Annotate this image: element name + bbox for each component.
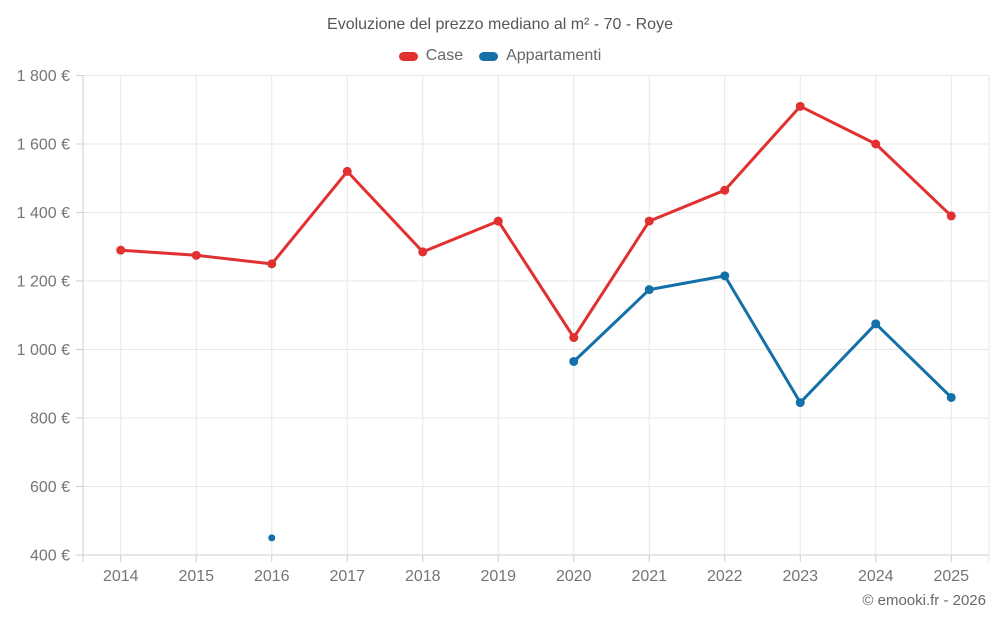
y-axis-label: 1 000 € [17, 342, 70, 359]
x-axis-label: 2018 [405, 568, 441, 585]
data-point-case-2023[interactable] [795, 101, 805, 111]
data-point-case-2016[interactable] [267, 259, 277, 269]
y-axis-label: 800 € [30, 411, 70, 428]
legend-swatch-appartamenti [479, 51, 499, 61]
data-point-appartamenti-2023[interactable] [795, 398, 805, 408]
data-point-appartamenti-2020[interactable] [569, 356, 579, 366]
series-line-case [119, 104, 953, 339]
legend-label-appartamenti: Appartamenti [506, 47, 602, 64]
x-axis-label: 2016 [254, 568, 290, 585]
x-axis-label: 2021 [631, 568, 667, 585]
legend-label-case: Case [425, 47, 464, 64]
chart-title: Evoluzione del prezzo mediano al m² - 70… [327, 16, 673, 33]
data-point-case-2019[interactable] [493, 216, 503, 226]
data-point-case-2015[interactable] [191, 250, 201, 260]
y-axis-label: 1 800 € [17, 68, 70, 85]
data-point-case-2024[interactable] [871, 139, 881, 149]
data-point-appartamenti-2022[interactable] [720, 271, 730, 281]
y-axis-label: 1 200 € [17, 274, 70, 291]
x-axis-label: 2019 [480, 568, 516, 585]
legend-item-appartamenti[interactable]: Appartamenti [479, 47, 601, 65]
data-point-case-2018[interactable] [418, 247, 428, 257]
data-point-appartamenti-2024[interactable] [871, 319, 881, 329]
x-axis-label: 2023 [782, 568, 818, 585]
legend-swatch-case [398, 51, 418, 61]
copyright: © emooki.fr - 2026 [862, 592, 986, 609]
x-axis-label: 2014 [103, 568, 139, 585]
legend: Case Appartamenti [0, 46, 1000, 66]
x-axis-label: 2015 [178, 568, 214, 585]
data-point-case-2021[interactable] [644, 216, 654, 226]
y-axis-label: 1 600 € [17, 137, 70, 154]
x-axis-label: 2017 [329, 568, 365, 585]
x-axis-label: 2025 [933, 568, 969, 585]
y-axis-label: 1 400 € [17, 205, 70, 222]
data-point-case-2020[interactable] [569, 333, 579, 343]
legend-item-case[interactable]: Case [398, 47, 464, 65]
series-line-appartamenti [572, 274, 953, 405]
x-axis-label: 2020 [556, 568, 592, 585]
y-axis-label: 600 € [30, 479, 70, 496]
data-point-case-2017[interactable] [342, 166, 352, 176]
x-axis-label: 2024 [858, 568, 894, 585]
data-point-appartamenti-2021[interactable] [644, 285, 654, 295]
data-point-case-2022[interactable] [720, 185, 730, 195]
data-point-case-2025[interactable] [946, 211, 956, 221]
x-axis-label: 2022 [707, 568, 743, 585]
data-point-case-2014[interactable] [116, 245, 126, 255]
y-axis-label: 400 € [30, 548, 70, 565]
data-point-appartamenti-2025[interactable] [946, 392, 956, 402]
data-point-appartamenti-2016[interactable] [268, 534, 276, 542]
